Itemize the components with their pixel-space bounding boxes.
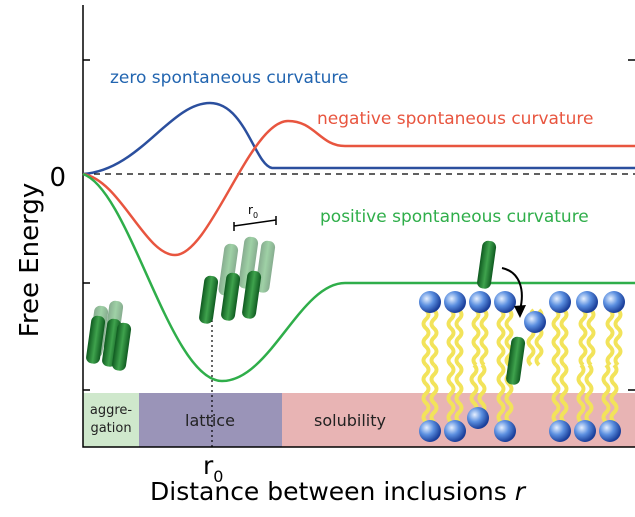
lipid-head: [494, 291, 516, 313]
lipid-tail: [581, 310, 586, 365]
lipid-head: [574, 420, 596, 442]
lipid-tail: [562, 365, 567, 422]
lipid-tail: [616, 310, 621, 365]
x-title-variable: r: [515, 477, 527, 506]
lipid-tail: [562, 310, 567, 365]
lipid-tail: [482, 310, 487, 365]
curve-label: positive spontaneous curvature: [320, 207, 589, 227]
lipid-tail: [449, 365, 454, 422]
lipid-head: [576, 291, 598, 313]
lipid-tail: [587, 365, 592, 422]
lipid-tail: [424, 310, 429, 365]
curve-negative: [83, 121, 635, 255]
lipid-head: [603, 291, 625, 313]
lipid-tail: [589, 310, 594, 365]
r0-subscript: 0: [213, 467, 223, 486]
region-label: lattice: [185, 411, 235, 430]
x-title-text: Distance between inclusions: [150, 477, 507, 506]
lipid-tail: [424, 365, 429, 422]
arrow-head: [514, 305, 526, 318]
x-axis-title: Distance between inclusions r: [150, 477, 527, 506]
lipid-tail: [608, 310, 613, 365]
lipid-head: [524, 311, 546, 333]
lipid-head: [549, 420, 571, 442]
helix: [198, 275, 219, 324]
lipid-tail: [457, 365, 462, 422]
lipid-head: [494, 420, 516, 442]
lipid-tail: [499, 365, 504, 422]
scale-subscript: 0: [253, 211, 258, 220]
region-label: aggre-: [90, 403, 133, 418]
lipid-tail: [612, 365, 617, 422]
lipid-head: [444, 420, 466, 442]
lipid-tail: [457, 310, 462, 365]
lipid-tail: [474, 310, 479, 365]
diagram: aggre- gation lattice solubility zero sp…: [0, 0, 635, 513]
lipid-tail: [432, 365, 437, 422]
lipid-tail: [579, 365, 584, 422]
lipid-head: [419, 291, 441, 313]
lipid-tail: [554, 365, 559, 422]
lipid-tail: [499, 310, 504, 365]
lipid-tail: [554, 310, 559, 365]
region-aggregation: [83, 393, 139, 447]
zero-label: 0: [49, 163, 66, 193]
lipid-head: [419, 420, 441, 442]
curve-label: negative spontaneous curvature: [317, 109, 593, 129]
scale-label: r0: [248, 203, 258, 220]
lipid-head: [469, 291, 491, 313]
lipid-head: [467, 407, 489, 429]
curve-label: zero spontaneous curvature: [110, 68, 348, 88]
lipid-head: [599, 420, 621, 442]
region-label: gation: [90, 421, 131, 436]
y-axis-title: Free Energy: [15, 183, 45, 337]
curve-positive: [83, 174, 635, 381]
lipid-head: [444, 291, 466, 313]
lipid-head: [549, 291, 571, 313]
lipid-tail: [604, 365, 609, 422]
lipid-tail: [449, 310, 454, 365]
lipid-tail: [432, 310, 437, 365]
region-label: solubility: [314, 411, 386, 430]
